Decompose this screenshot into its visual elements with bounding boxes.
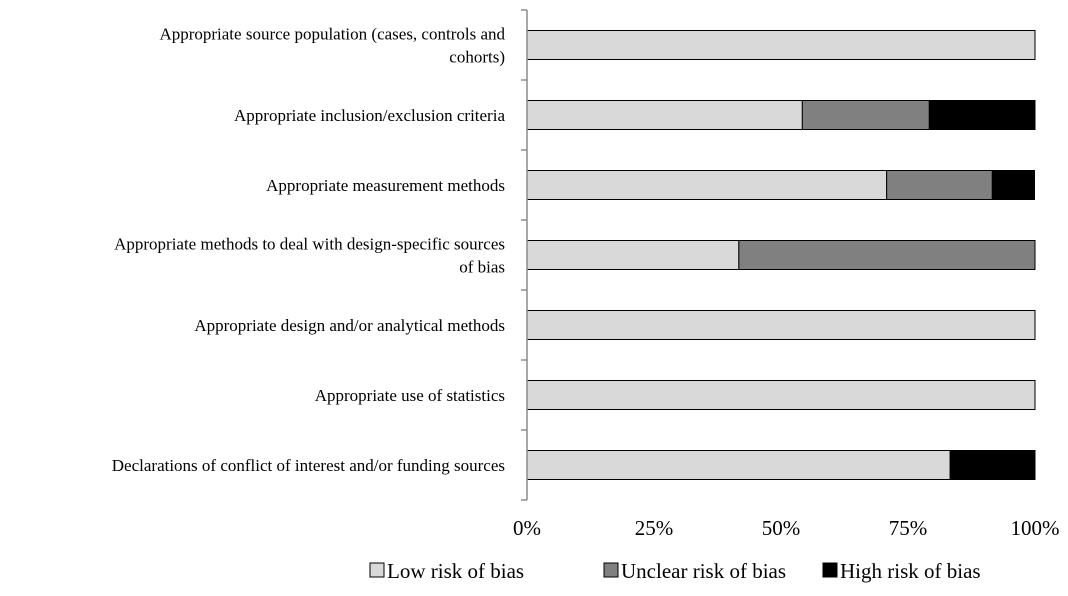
legend-label-2: Unclear risk of bias xyxy=(621,559,786,583)
x-tick-label-3: 50% xyxy=(762,516,801,540)
bar-segment-1-1 xyxy=(526,30,1036,60)
bar-segment-6-1 xyxy=(526,380,1036,410)
legend-swatch-3 xyxy=(822,562,838,578)
x-tick-label-5: 100% xyxy=(1011,516,1060,540)
legend-swatch-1 xyxy=(369,562,385,578)
category-label-3: Appropriate measurement methods xyxy=(266,176,505,195)
x-tick-label-4: 75% xyxy=(889,516,928,540)
legend-swatch-2 xyxy=(603,562,619,578)
category-label-7: Declarations of conflict of interest and… xyxy=(112,456,505,475)
bar-segment-4-1 xyxy=(526,240,740,270)
bar-segment-2-2 xyxy=(801,100,930,130)
bar-segment-3-3 xyxy=(991,170,1035,200)
bar-segment-5-1 xyxy=(526,310,1036,340)
category-label-4-line-2: of bias xyxy=(459,258,505,277)
bar-segment-3-1 xyxy=(526,170,888,200)
category-label-1-line-1: Appropriate source population (cases, co… xyxy=(159,25,505,44)
legend-label-1: Low risk of bias xyxy=(387,559,524,583)
category-label-1-line-2: cohorts) xyxy=(449,48,505,67)
category-label-4-line-1: Appropriate methods to deal with design-… xyxy=(114,235,505,254)
category-label-2: Appropriate inclusion/exclusion criteria xyxy=(234,106,505,125)
bar-segment-2-3 xyxy=(928,100,1036,130)
bar-segment-2-1 xyxy=(526,100,803,130)
category-label-5: Appropriate design and/or analytical met… xyxy=(194,316,505,335)
bar-segment-7-1 xyxy=(526,450,951,480)
bar-segment-4-2 xyxy=(738,240,1036,270)
legend-label-3: High risk of bias xyxy=(840,559,981,583)
bar-segment-7-3 xyxy=(949,450,1036,480)
category-label-6: Appropriate use of statistics xyxy=(315,386,505,405)
x-tick-label-1: 0% xyxy=(513,516,541,540)
x-tick-label-2: 25% xyxy=(635,516,674,540)
bar-segment-3-2 xyxy=(886,170,993,200)
